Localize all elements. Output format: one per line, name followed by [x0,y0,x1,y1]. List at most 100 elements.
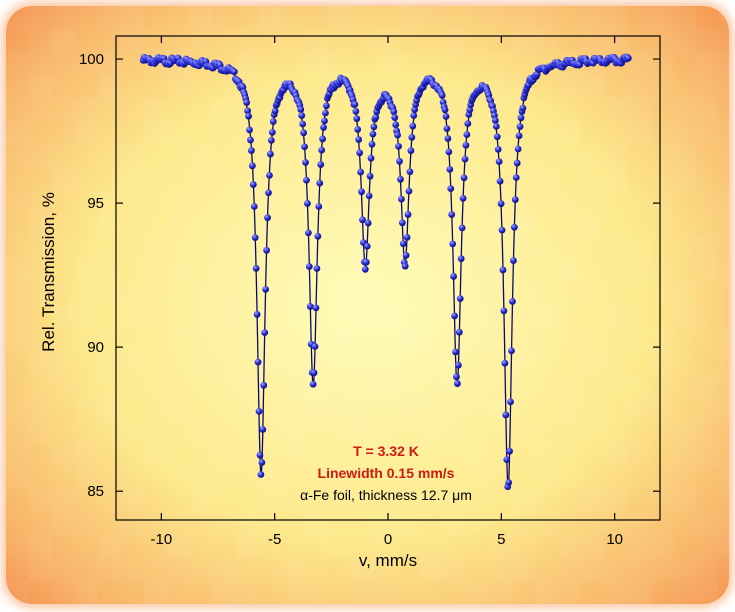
background-tile [535,98,558,121]
background-tile [535,167,558,190]
background-tile [466,558,489,581]
data-point [359,216,366,224]
data-points [139,53,632,491]
background-tile [581,167,604,190]
background-tile [696,167,719,190]
background-tile [535,213,558,236]
background-tile [627,466,650,489]
background [6,6,729,604]
background-tile [650,190,673,213]
data-point [264,214,271,222]
background-tile [282,236,305,259]
data-point [405,187,413,195]
background-tile [121,52,144,75]
background-tile [696,535,719,558]
background-tile [719,397,729,420]
background-tile [6,374,29,397]
background-tile [167,6,190,29]
background-tile [236,29,259,52]
background-tile [420,581,443,604]
background-tile [213,489,236,512]
background-tile [167,236,190,259]
background-tile [696,466,719,489]
background-tile [673,512,696,535]
data-point [448,211,456,218]
data-point [506,447,514,455]
data-point [394,131,401,139]
data-point [398,219,406,227]
background-tile [604,489,627,512]
background-tile [98,535,121,558]
background-tile [52,512,75,535]
background-tile [328,512,351,535]
background-tile [213,420,236,443]
background-tile [627,190,650,213]
background-tile [627,259,650,282]
background-tile [213,558,236,581]
background-tile [236,466,259,489]
background-tile [6,167,29,190]
data-point [441,106,449,114]
background-tile [627,75,650,98]
background-tile [374,236,397,259]
data-point [497,200,505,208]
background-tile [351,282,374,305]
background-tile [259,236,282,259]
background-tile [673,351,696,374]
background-tile [167,512,190,535]
background-tile [489,420,512,443]
background-tile [443,512,466,535]
background-tile [673,581,696,604]
background-tile [121,121,144,144]
background-tile [650,443,673,466]
background-tile [29,512,52,535]
background-tile [420,236,443,259]
background-tile [328,236,351,259]
background-tile [52,144,75,167]
background-tile [604,213,627,236]
background-tile [167,75,190,98]
background-tile [167,558,190,581]
data-point [315,203,323,210]
background-tile [420,328,443,351]
background-tile [328,328,351,351]
background-tile [604,144,627,167]
background-tile [75,75,98,98]
background-tile [305,29,328,52]
data-point [507,398,514,406]
background-tile [236,489,259,512]
background-tile [696,512,719,535]
data-point [322,109,329,117]
background-tile [6,75,29,98]
background-tile [558,489,581,512]
background-tile [351,236,374,259]
background-tile [604,282,627,305]
background-tile [650,98,673,121]
background-tile [213,29,236,52]
background-tile [535,282,558,305]
data-point [438,92,446,99]
background-tile [558,213,581,236]
background-tile [305,75,328,98]
data-point [624,54,632,62]
background-tile [144,29,167,52]
background-tile [190,121,213,144]
background-tile [650,466,673,489]
background-tile [581,489,604,512]
background-tile [213,305,236,328]
data-point [509,298,516,305]
background-tile [696,397,719,420]
data-point [268,128,276,136]
background-tile [328,351,351,374]
background-tile [558,167,581,190]
data-point [450,273,457,280]
background-tile [144,328,167,351]
background-tile [75,397,98,420]
background-tile [167,535,190,558]
background-tile [29,236,52,259]
background-tile [282,558,305,581]
background-tile [420,512,443,535]
background-tile [328,443,351,466]
background-tile [328,466,351,489]
background-tile [719,259,729,282]
